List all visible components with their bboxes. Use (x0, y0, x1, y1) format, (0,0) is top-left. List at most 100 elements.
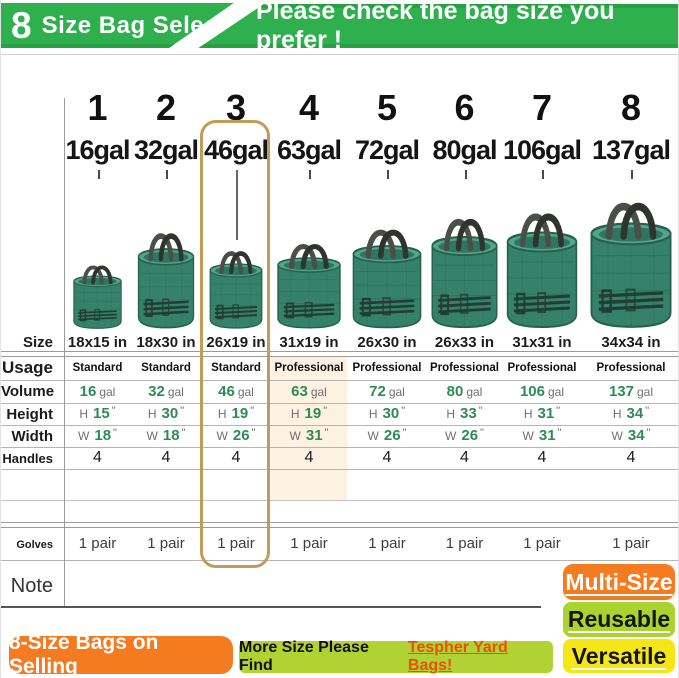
divider-line (1, 356, 678, 357)
volume-unit: gal (637, 385, 654, 399)
size-select-banner: 8 Size Bag Select (1, 3, 234, 48)
gloves-value: 1 pair (368, 535, 406, 552)
height-number: 30 (382, 405, 400, 422)
handles-value: 4 (93, 449, 102, 466)
empty-cell (347, 469, 427, 528)
size-column: 4 63gal 31x19 in Professional 63 gal H 19 "… (271, 88, 347, 612)
volume-heading: 16gal (64, 130, 131, 179)
divider-line (1, 403, 678, 404)
width-value: W 26 " (347, 425, 427, 447)
gloves-value: 1 pair (523, 535, 561, 552)
volume-heading-text: 46gal (203, 135, 269, 165)
table-gutter-line (64, 98, 65, 608)
volume-value: 46 gal (201, 380, 271, 403)
note-cell (347, 560, 427, 612)
divider-line (1, 425, 678, 426)
row-label-width: Width (11, 428, 53, 445)
volume-number: 80 (446, 383, 464, 400)
volume-value: 72 gal (347, 380, 427, 403)
width-number: 26 (232, 427, 250, 444)
bag-image-cell (131, 170, 201, 330)
brand-link[interactable]: Tespher Yard Bags! (407, 639, 508, 674)
inch-mark: " (645, 405, 650, 417)
width-value: W 26 " (427, 425, 502, 447)
column-number: 7 (531, 87, 553, 128)
size-column: 2 32gal 18x30 in Standard 32 gal H 30 " W 18… (131, 88, 201, 612)
pointer-tick (631, 170, 633, 179)
pointer-tick (464, 170, 467, 179)
size-column: 6 80gal 26x33 in Professional 80 gal H 33 "… (427, 88, 502, 612)
volume-value: 137 gal (582, 380, 678, 403)
row-label-volume: Volume (1, 383, 55, 400)
divider-line (1, 560, 678, 561)
size-value: 26x19 in (206, 334, 266, 351)
empty-cell (582, 469, 678, 528)
inch-mark: " (113, 427, 117, 439)
empty-cell (131, 469, 201, 528)
volume-heading: 80gal (427, 130, 502, 179)
inch-mark: " (181, 427, 186, 439)
width-number: 34 (627, 427, 645, 444)
row-label-handles: Handles (2, 451, 53, 466)
gloves-value: 1 pair (147, 535, 185, 552)
usage-value: Professional (596, 362, 666, 374)
volume-value: 16 gal (64, 380, 131, 403)
check-size-banner: Please check the bag size you prefer ! (198, 4, 678, 48)
height-value: H 19 " (271, 403, 347, 425)
badge-multi-size: Multi-Size (563, 564, 675, 600)
volume-number: 106 (519, 383, 545, 400)
bag-image-cell (427, 170, 502, 330)
size-value: 34x34 in (601, 334, 661, 351)
width-prefix: W (367, 429, 379, 443)
height-prefix: H (147, 407, 157, 421)
note-cell (427, 560, 502, 612)
column-number: 2 (155, 87, 177, 128)
note-cell (201, 560, 271, 612)
size-value: 18x30 in (136, 334, 196, 351)
width-value: W 34 " (582, 425, 678, 447)
bag-image-cell (271, 170, 347, 330)
height-prefix: H (290, 407, 300, 421)
volume-number: 46 (218, 383, 235, 400)
usage-value: Standard (72, 362, 123, 374)
height-prefix: H (217, 407, 227, 421)
height-value: H 30 " (131, 403, 201, 425)
bags-on-selling-banner: 8-Size Bags on Selling (9, 631, 233, 678)
volume-heading-text: 137gal (591, 135, 671, 165)
divider-line (1, 447, 678, 448)
volume-number: 72 (369, 383, 386, 400)
width-prefix: W (522, 429, 534, 443)
empty-cell (201, 469, 271, 528)
empty-cell (502, 469, 582, 528)
note-cell (131, 560, 201, 612)
inch-mark: " (646, 427, 651, 439)
volume-heading-text: 80gal (432, 135, 497, 165)
volume-heading-text: 106gal (502, 135, 582, 165)
inch-mark: " (250, 405, 255, 417)
pointer-tick (236, 170, 238, 240)
volume-heading-text: 16gal (65, 135, 130, 165)
pointer-tick (309, 170, 311, 179)
inch-mark: " (401, 405, 406, 417)
size-column: 5 72gal 26x30 in Professional 72 gal H 30 "… (347, 88, 427, 612)
handles-value: 4 (231, 449, 241, 466)
inch-mark: " (180, 405, 185, 417)
divider-line (1, 500, 678, 501)
handles-value: 4 (460, 449, 469, 466)
usage-value: Professional (274, 362, 344, 374)
gloves-value: 1 pair (612, 535, 650, 552)
inch-mark: " (251, 427, 256, 439)
volume-unit: gal (548, 385, 565, 399)
columns-grid: 1 16gal 18x15 in Standard 16 gal H 15 " W 18… (64, 88, 679, 612)
empty-cell (427, 469, 502, 528)
width-number: 26 (383, 427, 401, 444)
note-cell (64, 560, 131, 612)
volume-heading-text: 32gal (133, 135, 199, 165)
width-value: W 26 " (201, 425, 271, 447)
size-value: 18x15 in (67, 334, 128, 351)
width-value: W 18 " (64, 425, 131, 447)
volume-number: 137 (608, 383, 634, 400)
handles-value: 4 (382, 449, 392, 466)
